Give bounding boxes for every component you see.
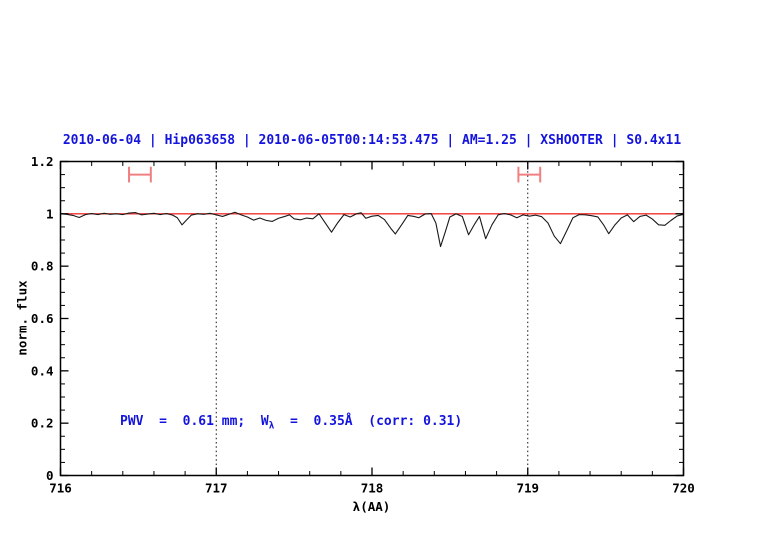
- x-tick-label: 719: [516, 481, 539, 496]
- x-axis-label: λ(AA): [352, 499, 391, 514]
- pwv-annotation-subscript: λ: [268, 420, 275, 432]
- x-tick-label: 717: [205, 481, 228, 496]
- y-tick-label: 1: [46, 206, 54, 221]
- x-tick-label: 716: [49, 481, 72, 496]
- y-tick-label: 0.8: [31, 259, 54, 274]
- y-tick-label: 0.4: [31, 363, 54, 378]
- y-tick-label: 0.2: [31, 416, 54, 431]
- x-tick-label: 718: [361, 481, 384, 496]
- pwv-annotation-prefix: PWV = 0.61 mm; W: [120, 414, 269, 429]
- y-tick-label: 0: [46, 468, 54, 483]
- plot-title: 2010-06-04 | Hip063658 | 2010-06-05T00:1…: [62, 133, 682, 148]
- y-tick-label: 0.6: [31, 311, 54, 326]
- spectrum-line: [60, 211, 684, 248]
- y-axis-label: norm. flux: [14, 280, 30, 356]
- y-tick-label: 1.2: [31, 154, 54, 169]
- pwv-annotation-suffix: = 0.35Å (corr: 0.31): [274, 414, 463, 429]
- x-tick-label: 720: [672, 481, 695, 496]
- pwv-annotation: PWV = 0.61 mm; Wλ = 0.35Å (corr: 0.31): [120, 414, 462, 432]
